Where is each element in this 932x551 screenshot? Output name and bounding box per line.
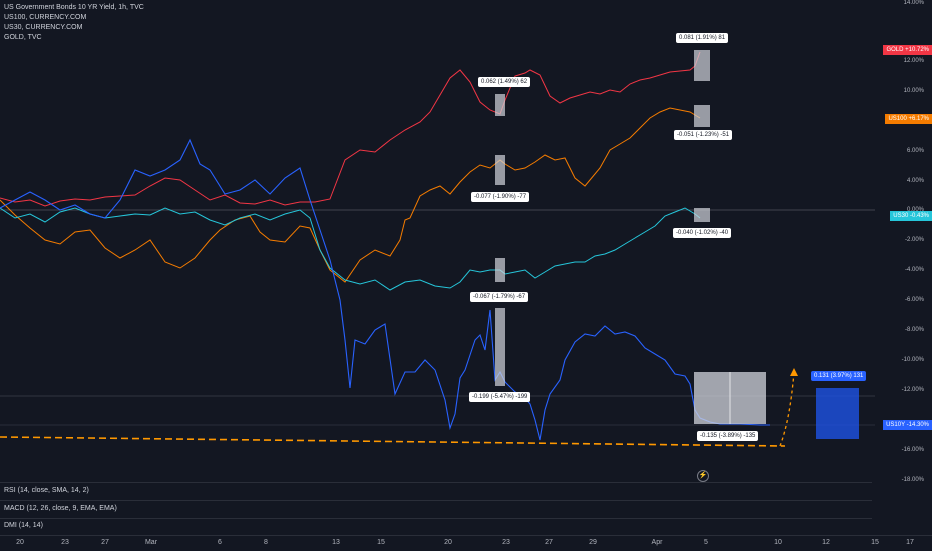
us30-series-line: [0, 207, 701, 291]
price-label: -10.00%: [901, 357, 924, 363]
tag-name: GOLD: [886, 47, 904, 53]
tag-name: US30: [893, 213, 909, 219]
measure-box[interactable]: [495, 308, 505, 386]
legend-main-symbol[interactable]: US Government Bonds 10 YR Yield, 1h, TVC: [4, 4, 144, 11]
price-label: -18.00%: [901, 477, 924, 483]
us100-series-line: [0, 107, 701, 283]
date-label: 20: [16, 539, 24, 546]
legend-us100[interactable]: US100, CURRENCY.COM: [4, 14, 87, 21]
price-label: 10.00%: [903, 88, 924, 94]
measure-callout[interactable]: -0.067 (-1.79%) -67: [470, 292, 529, 302]
date-label: 15: [871, 539, 879, 546]
us10y-series-line: [0, 138, 770, 441]
tag-name: US100: [888, 116, 907, 122]
rsi-indicator-label[interactable]: RSI (14, close, SMA, 14, 2): [4, 487, 89, 494]
gold-series-line: [0, 51, 701, 207]
price-label: -16.00%: [901, 447, 924, 453]
pane-divider[interactable]: [0, 500, 872, 501]
date-label: 23: [502, 539, 510, 546]
date-label: 8: [264, 539, 268, 546]
dashed-support-line[interactable]: [0, 436, 786, 447]
tag-value: +10.72%: [905, 47, 929, 53]
price-label: -12.00%: [901, 387, 924, 393]
date-label: Mar: [144, 539, 158, 546]
measure-box[interactable]: [495, 258, 505, 282]
date-label: 20: [444, 539, 452, 546]
tag-value: +6.17%: [908, 116, 929, 122]
arrow-head-icon: [790, 368, 798, 376]
date-label: 15: [377, 539, 385, 546]
price-label: -6.00%: [904, 297, 924, 303]
date-label: 10: [774, 539, 782, 546]
us10y-price-tag[interactable]: US10Y -14.30%: [883, 420, 932, 430]
measure-box[interactable]: [495, 94, 505, 116]
gold-price-tag[interactable]: GOLD +10.72%: [883, 45, 932, 55]
macd-indicator-label[interactable]: MACD (12, 26, close, 9, EMA, EMA): [4, 505, 117, 512]
date-label: 6: [218, 539, 222, 546]
measure-callout[interactable]: -0.051 (-1.23%) -51: [674, 130, 733, 140]
price-label: 12.00%: [903, 58, 924, 64]
projection-callout[interactable]: 0.131 (3.97%) 131: [811, 371, 867, 381]
measure-box[interactable]: [694, 208, 710, 222]
tag-value: -14.30%: [906, 422, 929, 428]
price-label: -4.00%: [904, 267, 924, 273]
date-label: 5: [704, 539, 708, 546]
date-label: 27: [545, 539, 553, 546]
price-label: 0.00%: [906, 207, 924, 213]
measure-callout[interactable]: -0.077 (-1.90%) -77: [471, 192, 530, 202]
price-label: -2.00%: [904, 237, 924, 243]
measure-box[interactable]: [495, 155, 505, 185]
date-label: 23: [61, 539, 69, 546]
tag-name: US10Y: [886, 422, 905, 428]
measure-callout[interactable]: -0.040 (-1.02%) -40: [673, 228, 732, 238]
date-label: Apr: [651, 539, 663, 546]
legend-gold[interactable]: GOLD, TVC: [4, 34, 42, 41]
tag-value: -0.43%: [909, 213, 929, 219]
time-axis[interactable]: 20 23 27 Mar 6 8 13 15 20 23 27 29 Apr 5…: [0, 535, 932, 551]
pane-divider[interactable]: [0, 482, 872, 483]
date-label: 13: [332, 539, 340, 546]
price-label: 4.00%: [906, 178, 924, 184]
pane-divider[interactable]: [0, 518, 872, 519]
price-label: 6.00%: [906, 148, 924, 154]
date-label: 29: [589, 539, 597, 546]
measure-box[interactable]: [694, 105, 710, 127]
us30-price-tag[interactable]: US30 -0.43%: [890, 211, 932, 221]
dmi-indicator-label[interactable]: DMI (14, 14): [4, 522, 43, 529]
series-legend: US Government Bonds 10 YR Yield, 1h, TVC…: [4, 3, 144, 43]
measure-callout[interactable]: 0.081 (1.91%) 81: [676, 33, 729, 43]
date-label: 12: [822, 539, 830, 546]
lightning-icon[interactable]: ⚡: [697, 470, 709, 482]
projection-box[interactable]: [816, 388, 859, 439]
us100-price-tag[interactable]: US100 +6.17%: [885, 114, 932, 124]
legend-us30[interactable]: US30, CURRENCY.COM: [4, 24, 83, 31]
measure-callout[interactable]: -0.199 (-5.47%) -199: [469, 392, 531, 402]
price-label: -8.00%: [904, 327, 924, 333]
price-label: 14.00%: [903, 0, 924, 6]
measure-callout[interactable]: -0.135 (-3.89%) -135: [697, 431, 759, 441]
measure-box[interactable]: [694, 50, 710, 81]
date-label: 27: [101, 539, 109, 546]
measure-callout[interactable]: 0.062 (1.49%) 62: [478, 77, 531, 87]
date-label: 17: [906, 539, 914, 546]
projection-arrow-path[interactable]: [779, 371, 795, 447]
